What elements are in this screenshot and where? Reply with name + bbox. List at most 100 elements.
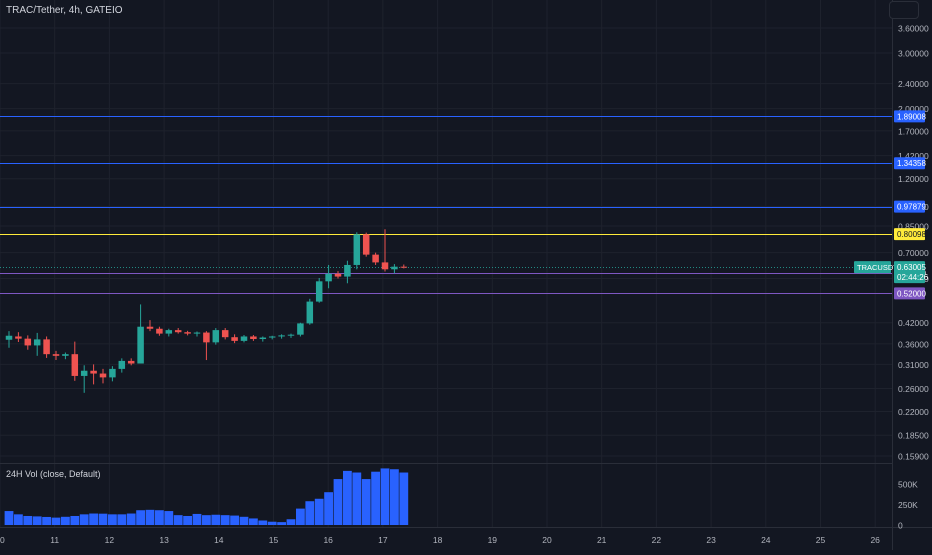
volume-bar — [136, 510, 145, 525]
time-axis-label: 12 — [105, 535, 115, 545]
volume-bar — [14, 514, 23, 525]
volume-bar — [42, 516, 51, 525]
time-axis-label: 18 — [433, 535, 443, 545]
candle-body[interactable] — [5, 335, 13, 340]
candle-body[interactable] — [221, 330, 229, 338]
volume-bar — [267, 521, 277, 525]
volume-bar — [380, 468, 390, 525]
volume-bar — [361, 479, 371, 525]
time-axis-label: 15 — [269, 535, 279, 545]
candle-body[interactable] — [43, 339, 50, 355]
volume-bar — [117, 514, 127, 525]
level-price-label: 0.97879 — [897, 203, 926, 212]
candle-body[interactable] — [325, 273, 332, 282]
candle-body[interactable] — [62, 354, 69, 356]
level-price-tag — [894, 110, 925, 123]
price-axis-label: 0.42000 — [898, 318, 929, 328]
volume-bar — [108, 514, 117, 525]
candle-body[interactable] — [15, 336, 22, 339]
candle-body[interactable] — [184, 332, 191, 334]
time-axis-label: 25 — [816, 535, 826, 545]
candle-body[interactable] — [146, 326, 154, 329]
price-axis-label: 0.18500 — [898, 431, 929, 441]
candle-body[interactable] — [315, 281, 323, 302]
candle-body[interactable] — [71, 354, 79, 376]
price-axis-label: 3.00000 — [898, 49, 929, 59]
candle-body[interactable] — [52, 354, 60, 356]
time-axis-label: 14 — [214, 535, 224, 545]
candle-body[interactable] — [231, 337, 238, 341]
candle-body[interactable] — [118, 360, 126, 369]
candle-body[interactable] — [362, 234, 370, 255]
time-axis-label: 13 — [159, 535, 169, 545]
level-price-label: 0.52000 — [897, 289, 926, 298]
price-axis-label: 0.36000 — [898, 339, 929, 349]
candle-body[interactable] — [353, 234, 361, 265]
volume-bar — [258, 520, 268, 525]
candle-body[interactable] — [212, 330, 220, 343]
time-axis-label: 16 — [323, 535, 333, 545]
volume-bar — [286, 519, 296, 525]
level-price-tag — [894, 228, 925, 241]
volume-bar — [173, 515, 183, 525]
candle-body[interactable] — [268, 336, 276, 338]
candle-body[interactable] — [372, 254, 379, 263]
candle-body[interactable] — [109, 368, 116, 378]
candle-body[interactable] — [250, 336, 257, 340]
candle-body[interactable] — [278, 335, 285, 337]
chart-title: TRAC/Tether, 4h, GATEIO — [6, 5, 123, 16]
candle-body[interactable] — [391, 266, 398, 270]
candle-body[interactable] — [174, 330, 182, 333]
volume-bar — [126, 513, 136, 525]
level-price-tag — [894, 200, 925, 213]
candle-body[interactable] — [334, 273, 342, 277]
volume-indicator-title[interactable]: 24H Vol (close, Default) — [6, 469, 101, 479]
candle-body[interactable] — [287, 334, 295, 336]
last-price-label: 0.63005 — [897, 263, 926, 272]
time-axis-label: 20 — [542, 535, 552, 545]
candle-body[interactable] — [137, 326, 144, 364]
candle-body[interactable] — [297, 323, 304, 335]
time-axis-label: 24 — [761, 535, 771, 545]
axis-settings-button[interactable] — [889, 1, 919, 19]
candle-body[interactable] — [240, 336, 248, 341]
price-axis-label: 0.22000 — [898, 407, 929, 417]
volume-bar — [164, 511, 174, 525]
candle-body[interactable] — [259, 337, 267, 340]
volume-bar — [183, 515, 192, 525]
candle-body[interactable] — [127, 360, 135, 364]
candle-body[interactable] — [33, 339, 41, 346]
candle-body[interactable] — [90, 370, 97, 374]
candle-body[interactable] — [306, 301, 314, 324]
volume-axis-label: 500K — [898, 480, 918, 490]
time-axis-label: 11 — [50, 535, 59, 545]
time-axis-label: 21 — [597, 535, 607, 545]
time-axis-label: 26 — [870, 535, 880, 545]
candle-body[interactable] — [165, 330, 173, 334]
price-axis-label: 0.70000 — [898, 248, 929, 258]
volume-bar — [230, 515, 239, 525]
candle-body[interactable] — [99, 373, 107, 378]
candle-body[interactable] — [381, 262, 389, 270]
volume-bar — [51, 517, 61, 525]
candle-body[interactable] — [193, 332, 201, 334]
volume-bar — [98, 513, 108, 525]
volume-bar — [324, 492, 333, 525]
volume-bar — [314, 498, 324, 525]
candle-body[interactable] — [80, 370, 88, 376]
candle-body[interactable] — [156, 328, 163, 334]
volume-bar — [192, 513, 202, 525]
candle-body[interactable] — [344, 264, 351, 277]
volume-bar — [352, 472, 362, 525]
candle-body[interactable] — [24, 338, 32, 346]
volume-bar — [399, 472, 409, 525]
candle-body[interactable] — [400, 266, 408, 268]
level-price-tag — [894, 287, 925, 300]
volume-bar — [249, 518, 258, 525]
volume-bar — [61, 516, 70, 525]
price-axis-label: 1.20000 — [898, 174, 929, 184]
candle-body[interactable] — [203, 332, 210, 343]
time-axis-label: 22 — [652, 535, 662, 545]
